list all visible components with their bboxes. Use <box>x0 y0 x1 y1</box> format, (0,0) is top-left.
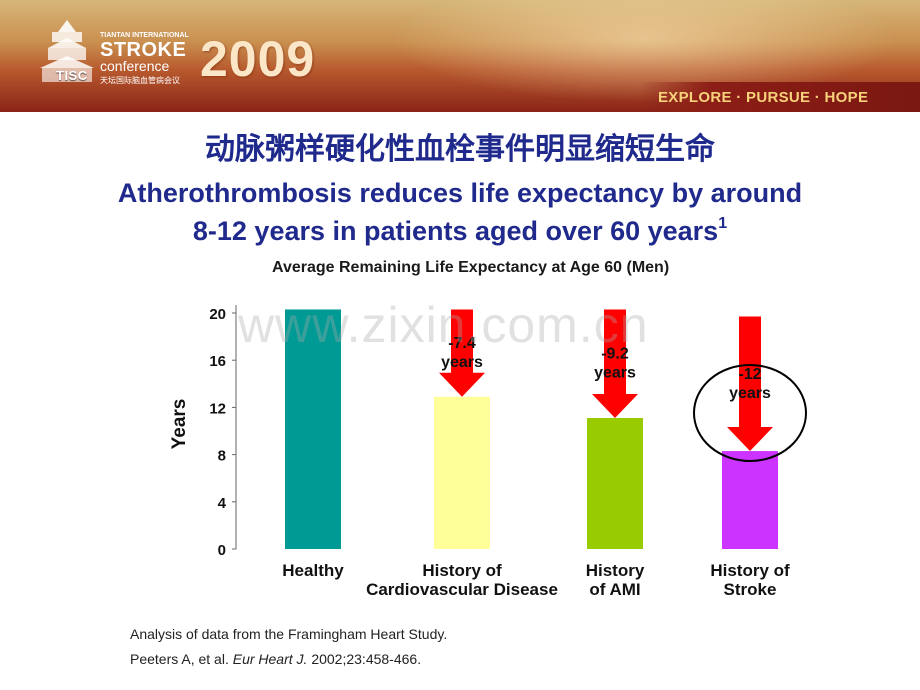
chart-title: Average Remaining Life Expectancy at Age… <box>272 259 670 276</box>
x-category-label: Healthy <box>282 561 344 580</box>
x-category-label: Cardiovascular Disease <box>366 580 558 599</box>
x-category-label: History of <box>710 561 790 580</box>
logo-line-international: TIANTAN INTERNATIONAL <box>100 32 189 39</box>
y-tick-label: 16 <box>209 353 226 370</box>
slide-title-english-line2: 8-12 years in patients aged over 60 year… <box>0 215 920 247</box>
source-journal: Eur Heart J. <box>232 651 308 667</box>
reference-superscript: 1 <box>718 215 728 232</box>
reduction-value-label: -9.2 <box>601 346 629 363</box>
x-category-label: of AMI <box>589 580 640 599</box>
source-volume: 2002;23:458-466. <box>307 651 422 667</box>
slide-title-chinese: 动脉粥样硬化性血栓事件明显缩短生命 <box>205 132 715 167</box>
source-authors: Peeters A, et al. <box>130 651 233 667</box>
logo-year: 2009 <box>200 31 316 87</box>
reduction-arrow <box>439 309 485 397</box>
conference-banner: TISC TIANTAN INTERNATIONAL STROKE confer… <box>0 0 920 112</box>
reduction-unit-label: years <box>729 385 771 402</box>
reduction-unit-label: years <box>441 354 483 371</box>
logo-line-chinese: 天坛国际脑血管病会议 <box>100 76 180 85</box>
y-tick-label: 8 <box>218 448 226 465</box>
reduction-arrow <box>727 316 773 452</box>
x-category-label: History of <box>422 561 502 580</box>
y-tick-label: 20 <box>209 306 226 323</box>
bar <box>587 418 643 549</box>
logo-tisc: TISC <box>56 68 88 83</box>
temple-of-heaven-logo <box>40 20 94 82</box>
highlight-circle <box>693 364 807 462</box>
watermark: www.zixin.com.cn <box>238 297 649 353</box>
y-tick-label: 0 <box>218 542 226 559</box>
tagline-stripe <box>640 82 920 112</box>
bar <box>434 396 490 549</box>
slide-title-english-line1: Atherothrombosis reduces life expectancy… <box>117 178 803 208</box>
slide-title-english-line2-text: 8-12 years in patients aged over 60 year… <box>192 216 719 246</box>
x-category-label: Stroke <box>724 580 777 599</box>
reduction-value-label: -12 <box>738 366 761 383</box>
y-axis-label: Years <box>169 399 190 450</box>
bar <box>722 451 778 549</box>
banner-tagline: EXPLORE · PURSUE · HOPE <box>658 89 869 106</box>
reduction-unit-label: years <box>594 365 636 382</box>
reduction-value-label: -7.4 <box>448 335 476 352</box>
y-tick-label: 12 <box>209 400 226 417</box>
source-line-2: Peeters A, et al. Eur Heart J. 2002;23:4… <box>130 651 421 667</box>
logo-line-stroke: STROKE <box>100 39 187 61</box>
reduction-arrow <box>592 309 638 419</box>
bar <box>285 309 341 549</box>
logo-line-conference: conference <box>100 58 170 74</box>
source-line-1: Analysis of data from the Framingham Hea… <box>130 626 448 642</box>
x-category-label: History <box>586 561 645 580</box>
y-tick-label: 4 <box>218 495 227 512</box>
